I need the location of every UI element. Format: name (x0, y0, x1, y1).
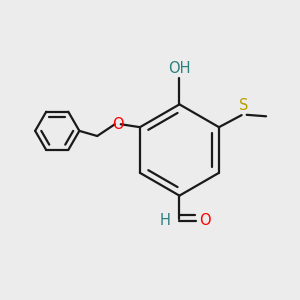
Text: OH: OH (168, 61, 191, 76)
Text: S: S (239, 98, 249, 113)
Text: O: O (112, 117, 124, 132)
Text: O: O (199, 213, 211, 228)
Text: H: H (159, 213, 170, 228)
